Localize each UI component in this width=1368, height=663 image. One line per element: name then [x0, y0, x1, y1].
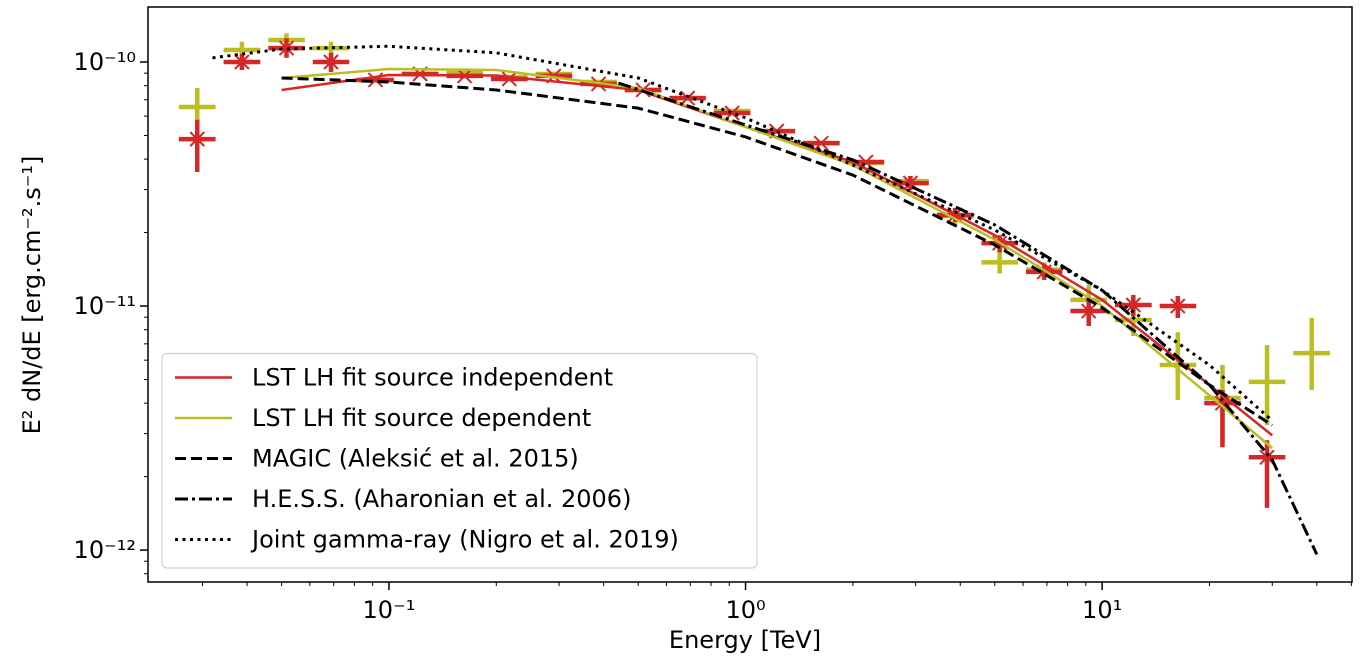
- point-marker: [501, 71, 517, 87]
- x-axis-label: Energy [TeV]: [669, 626, 821, 654]
- plot-area: [178, 33, 1331, 556]
- legend-box: [161, 352, 758, 569]
- model-line: [281, 76, 1274, 427]
- point-marker: [1125, 297, 1142, 313]
- point-marker: [323, 54, 339, 70]
- legend-label: Joint gamma-ray (Nigro et al. 2019): [250, 526, 679, 554]
- legend-label: MAGIC (Aleksić et al. 2015): [252, 445, 579, 473]
- point-marker: [278, 40, 295, 56]
- legend-label: LST LH fit source independent: [252, 364, 613, 392]
- point-marker: [234, 54, 250, 70]
- legend-label: H.E.S.S. (Aharonian et al. 2006): [252, 485, 631, 513]
- x-tick-label: 10¹: [1082, 596, 1122, 624]
- model-line: [281, 67, 1274, 449]
- x-tick-label: 10⁰: [725, 596, 765, 624]
- plot-frame: [147, 6, 1353, 583]
- point-marker: [189, 131, 205, 147]
- y-axis-label: E² dN/dE [erg.cm⁻².s⁻¹]: [18, 156, 46, 435]
- x-tick-label: 10⁻¹: [363, 596, 416, 624]
- point-marker: [1081, 303, 1097, 319]
- point-marker: [813, 135, 829, 151]
- legend-label: LST LH fit source dependent: [252, 404, 591, 432]
- y-tick-label: 10⁻¹²: [74, 536, 136, 564]
- model-line: [617, 81, 1319, 556]
- y-tick-label: 10⁻¹¹: [74, 292, 136, 320]
- model-line: [281, 73, 1274, 437]
- y-tick-label: 10⁻¹⁰: [74, 48, 136, 76]
- point-marker: [1170, 298, 1186, 314]
- model-line: [212, 44, 1274, 422]
- legend: LST LH fit source independent LST LH fit …: [161, 352, 758, 569]
